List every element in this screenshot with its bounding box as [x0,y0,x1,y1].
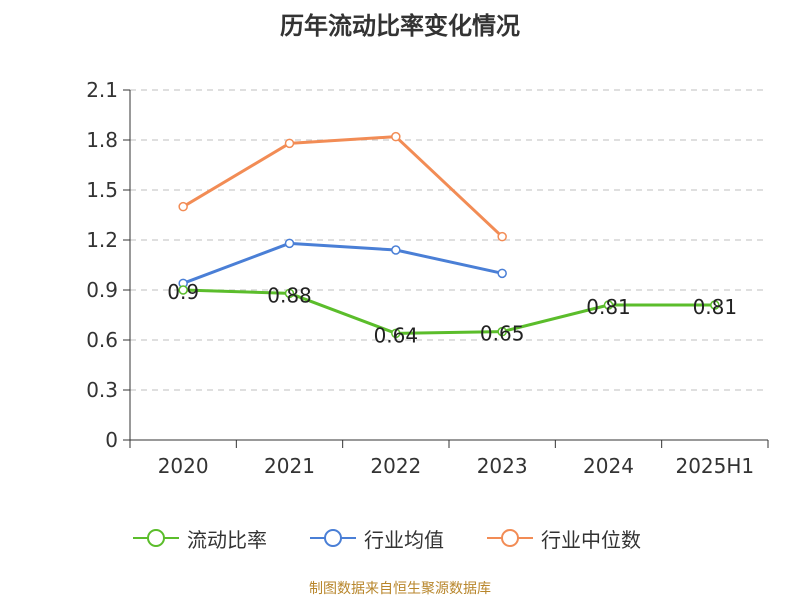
data-point [391,131,401,142]
data-point [603,300,614,310]
x-tick-label: 2023 [477,454,528,478]
y-tick-label: 1.5 [86,178,118,202]
legend-item-industry-median[interactable]: 行业中位数 [487,520,641,556]
legend-label-current-ratio: 流动比率 [187,527,267,552]
legend-item-current-ratio[interactable]: 流动比率 [133,520,267,556]
series-line [182,135,504,238]
y-tick-label: 1.8 [86,128,118,152]
y-tick-label: 0.6 [86,328,118,352]
legend: 流动比率 行业均值 行业中位数 [0,520,800,556]
chart-title: 历年流动比率变化情况 [280,12,520,40]
y-tick-label: 0 [105,428,118,452]
data-point [497,231,507,242]
x-tick-label: 2025H1 [675,454,754,478]
series-line [183,288,715,335]
data-label: 0.65 [480,322,525,346]
data-label: 0.88 [267,283,312,307]
legend-label-industry-median: 行业中位数 [541,527,641,552]
data-source-note: 制图数据来自恒生聚源数据库 [309,581,491,597]
data-point [284,238,295,249]
x-tick-label: 2024 [583,454,634,478]
data-point [284,138,295,149]
data-point [391,245,401,255]
data-point [391,328,401,339]
legend-item-industry-mean[interactable]: 行业均值 [310,520,444,556]
y-tick-label: 1.2 [86,228,118,252]
y-tick-label: 0.9 [86,278,118,302]
legend-marker-current-ratio [133,529,179,547]
data-point [284,288,295,299]
data-label: 0.81 [586,295,631,319]
data-point [497,268,507,279]
data-point [178,201,188,212]
data-label: 0.64 [374,323,419,347]
data-label: 0.81 [693,295,738,319]
data-point [497,326,507,337]
data-label: 0.9 [167,280,199,304]
x-tick-label: 2020 [158,454,209,478]
x-tick-label: 2021 [264,454,315,478]
y-tick-label: 0.3 [86,378,118,402]
data-point [178,285,188,295]
legend-marker-industry-median [487,529,533,547]
series-line [182,241,503,285]
y-tick-label: 2.1 [86,78,118,102]
legend-marker-industry-mean [310,529,356,547]
x-tick-label: 2022 [370,454,421,478]
data-point [710,300,720,310]
legend-label-industry-mean: 行业均值 [364,527,444,552]
